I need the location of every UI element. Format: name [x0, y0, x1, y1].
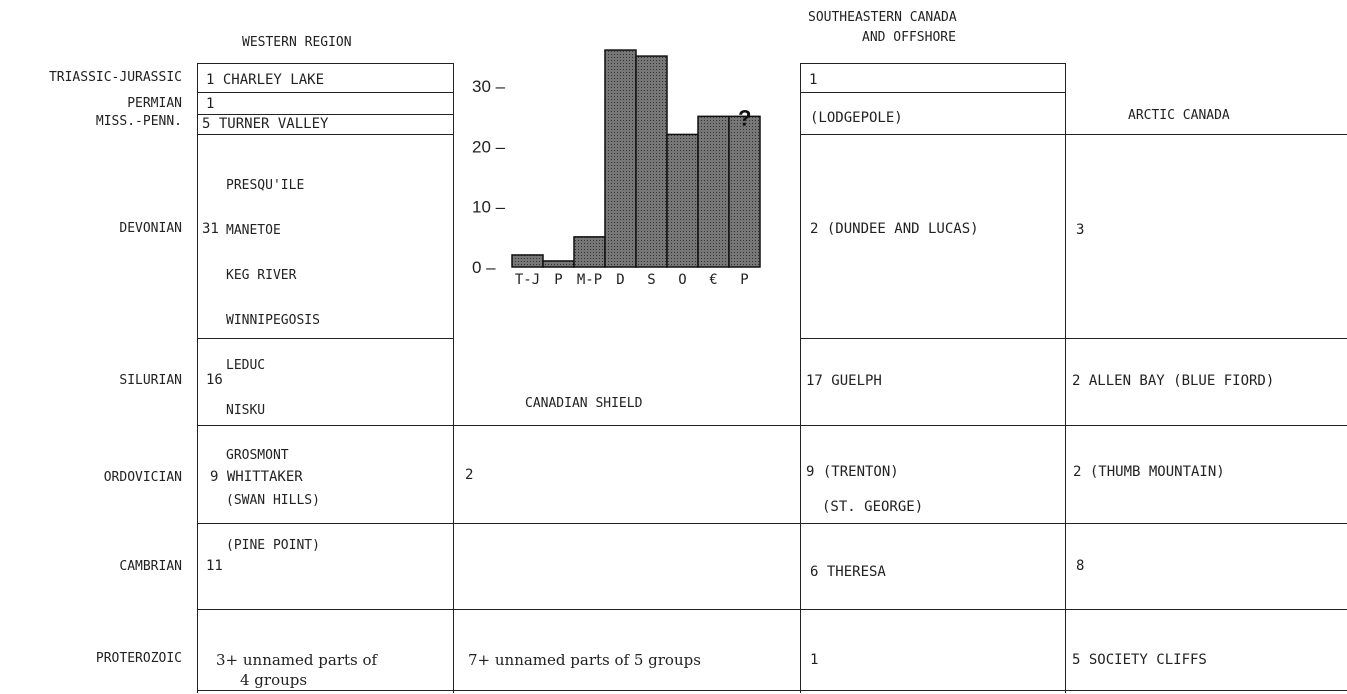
x-tick-label: D: [616, 272, 624, 288]
arctic-cambrian-cell: 8: [1076, 558, 1085, 574]
western-permian-cell: 1: [206, 96, 215, 112]
arctic-ordovician-cell: 2 (THUMB MOUNTAIN): [1073, 464, 1225, 480]
y-tick-label: 30 –: [472, 77, 506, 96]
devonian-unit-presquile: PRESQU'ILE: [226, 178, 305, 193]
shield-ordovician-cell: 2: [465, 467, 474, 483]
se-miss-penn-cell: (LODGEPOLE): [810, 110, 903, 126]
period-miss-penn: MISS.-PENN.: [95, 114, 182, 129]
x-tick-label: P: [740, 272, 748, 288]
row-line-devonian-se: [800, 338, 1347, 339]
row-line-permian: [197, 114, 453, 115]
col-line-se-right: [1065, 63, 1066, 693]
row-line-bottom: [197, 690, 1347, 691]
devonian-unit-nisku: NISKU: [226, 403, 266, 418]
western-tj-cell: 1 CHARLEY LAKE: [206, 72, 325, 88]
period-permian: PERMIAN: [127, 96, 182, 111]
se-silurian-cell: 17 GUELPH: [806, 373, 882, 389]
y-tick-label: 10 –: [472, 198, 506, 217]
bar: [728, 115, 761, 268]
devonian-unit-leduc: LEDUC: [226, 358, 266, 373]
uncertain-marker: ?: [738, 105, 751, 130]
x-tick-label: M-P: [577, 272, 602, 288]
western-proterozoic-line2: 4 groups: [240, 671, 308, 689]
row-line-tj-se: [800, 92, 1065, 93]
x-tick-label: S: [647, 272, 655, 288]
canadian-shield-header: CANADIAN SHIELD: [525, 396, 643, 411]
row-line-mp: [197, 134, 453, 135]
southeastern-header-line1: SOUTHEASTERN CANADA: [808, 10, 957, 25]
period-ordovician: ORDOVICIAN: [103, 470, 182, 485]
western-devonian-count: 31: [202, 221, 219, 237]
row-line-top-se: [800, 63, 1065, 64]
bar: [697, 115, 730, 268]
arctic-header: ARCTIC CANADA: [1128, 108, 1230, 123]
col-line-left: [197, 63, 198, 693]
western-ordovician-cell: 9 WHITTAKER: [210, 469, 303, 485]
period-cambrian: CAMBRIAN: [119, 559, 182, 574]
se-proterozoic-cell: 1: [810, 652, 819, 668]
x-tick-label: €: [709, 272, 717, 288]
bar: [573, 236, 606, 268]
histogram-chart: 0 – 10 – 20 – 30 – T-J P M-P D S O € P?: [472, 49, 761, 288]
se-cambrian-cell: 6 THERESA: [810, 564, 886, 580]
se-ordovician-line2: (ST. GEORGE): [822, 499, 924, 515]
arctic-devonian-cell: 3: [1076, 222, 1085, 238]
x-tick-label: P: [554, 272, 562, 288]
period-silurian: SILURIAN: [119, 373, 182, 388]
western-region-header: WESTERN REGION: [242, 35, 352, 50]
devonian-unit-grosmont: GROSMONT: [226, 448, 289, 463]
row-line-mp-se: [800, 134, 1347, 135]
x-tick-label: T-J: [515, 272, 540, 288]
x-tick-label: O: [678, 272, 686, 288]
shield-proterozoic-cell: 7+ unnamed parts of 5 groups: [468, 651, 701, 669]
devonian-unit-keg-river: KEG RIVER: [226, 268, 297, 283]
bar: [635, 55, 668, 268]
row-line-silurian: [197, 425, 1347, 426]
bar: [542, 260, 575, 268]
western-devonian-units: PRESQU'ILE MANETOE KEG RIVER WINNIPEGOSI…: [226, 148, 320, 568]
western-miss-penn-cell: 5 TURNER VALLEY: [202, 116, 329, 132]
western-silurian-cell: 16: [206, 372, 223, 388]
row-line-top: [197, 63, 453, 64]
period-triassic-jurassic: TRIASSIC-JURASSIC: [48, 70, 182, 85]
row-line-ordovician: [197, 523, 1347, 524]
period-proterozoic: PROTEROZOIC: [95, 651, 182, 666]
western-cambrian-cell: 11: [206, 558, 223, 574]
southeastern-header-line2: AND OFFSHORE: [862, 30, 956, 45]
y-tick-label: 0 –: [472, 258, 496, 277]
devonian-unit-swan-hills: (SWAN HILLS): [226, 493, 320, 508]
col-line-shield-right: [800, 63, 801, 693]
arctic-proterozoic-cell: 5 SOCIETY CLIFFS: [1072, 652, 1207, 668]
bar: [604, 49, 637, 268]
devonian-unit-manetoe: MANETOE: [226, 223, 281, 238]
row-line-tj: [197, 92, 453, 93]
se-devonian-cell: 2 (DUNDEE AND LUCAS): [810, 221, 979, 237]
bar: [666, 133, 699, 268]
arctic-silurian-cell: 2 ALLEN BAY (BLUE FIORD): [1072, 373, 1275, 389]
col-line-western-right: [453, 63, 454, 693]
row-line-cambrian: [197, 609, 1347, 610]
bar: [511, 254, 544, 268]
period-devonian: DEVONIAN: [119, 221, 182, 236]
row-line-devonian: [197, 338, 453, 339]
devonian-unit-winnipegosis: WINNIPEGOSIS: [226, 313, 320, 328]
se-tj-cell: 1: [809, 72, 818, 88]
se-ordovician-line1: 9 (TRENTON): [806, 464, 899, 480]
western-proterozoic-line1: 3+ unnamed parts of: [216, 651, 378, 669]
devonian-unit-pine-point: (PINE POINT): [226, 538, 320, 553]
y-tick-label: 20 –: [472, 137, 506, 156]
